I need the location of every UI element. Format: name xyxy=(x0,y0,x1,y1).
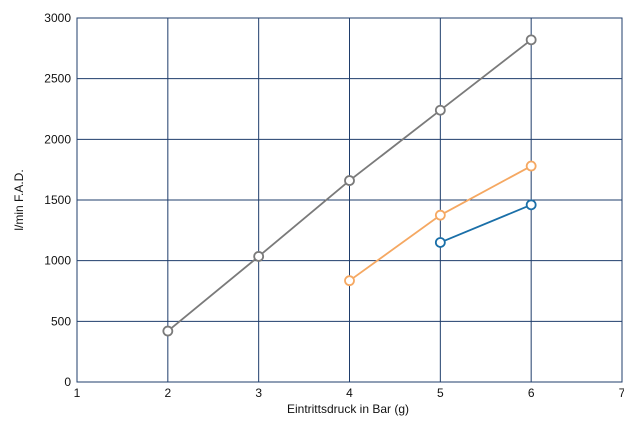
data-point xyxy=(434,237,446,248)
x-tick-label: 6 xyxy=(528,386,535,400)
data-point xyxy=(344,175,355,186)
data-point xyxy=(162,325,174,337)
x-tick-label: 7 xyxy=(619,386,624,400)
y-tick-label: 2500 xyxy=(44,72,71,86)
x-axis-label: Eintrittsdruck in Bar (g) xyxy=(287,402,409,416)
y-tick-label: 2000 xyxy=(44,132,71,146)
data-point xyxy=(253,251,265,262)
y-tick-label: 3000 xyxy=(44,11,71,25)
data-point xyxy=(434,209,446,221)
x-tick-label: 5 xyxy=(437,386,444,400)
grid xyxy=(76,17,623,383)
y-axis-label: l/min F.A.D. xyxy=(12,169,26,230)
series-lines xyxy=(162,34,537,337)
plot-frame xyxy=(76,17,623,383)
series-line-3 xyxy=(439,204,532,244)
data-point xyxy=(525,34,537,46)
tick-labels: 1 2 3 4 5 6 7 0 500 1000 1500 2000 2500 3000 xyxy=(44,11,624,400)
x-tick-label: 3 xyxy=(255,386,262,400)
x-tick-label: 2 xyxy=(164,386,171,400)
y-tick-label: 500 xyxy=(51,314,71,328)
x-tick-label: 1 xyxy=(74,386,81,400)
y-tick-label: 1500 xyxy=(44,193,71,207)
y-tick-label: 1000 xyxy=(44,254,71,268)
data-point xyxy=(525,199,537,211)
x-tick-label: 4 xyxy=(346,386,353,400)
data-point xyxy=(344,275,355,287)
data-point xyxy=(525,160,537,172)
data-point xyxy=(434,104,446,116)
y-tick-label: 0 xyxy=(64,375,71,389)
